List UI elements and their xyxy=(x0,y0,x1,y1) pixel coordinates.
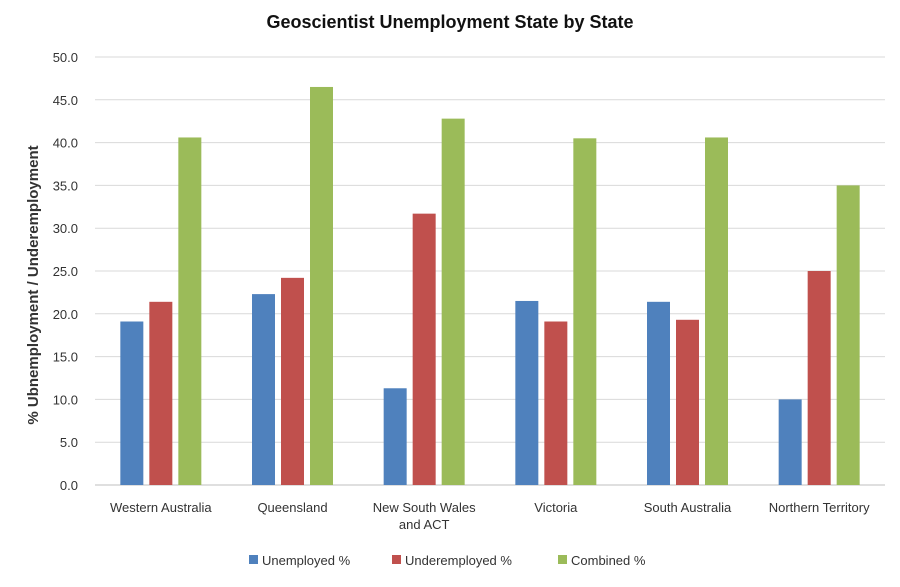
bar-unemployed xyxy=(515,300,539,485)
bar-underemployed xyxy=(807,271,831,485)
bar-combined xyxy=(178,137,202,486)
y-tick-label: 35.0 xyxy=(53,178,78,193)
bar-underemployed xyxy=(544,321,568,485)
y-tick-label: 15.0 xyxy=(53,350,78,365)
bar-combined xyxy=(836,185,860,485)
legend-entry: Combined % xyxy=(571,553,646,568)
x-tick-label: New South Wales xyxy=(373,500,476,515)
legend-swatch xyxy=(392,555,401,564)
y-tick-label: 5.0 xyxy=(60,435,78,450)
bar-combined xyxy=(310,86,333,486)
y-tick-label: 50.0 xyxy=(53,50,78,65)
bars xyxy=(120,86,860,486)
x-tick-label: Western Australia xyxy=(110,500,212,515)
bar-underemployed xyxy=(149,301,173,485)
x-tick-label: Northern Territory xyxy=(769,500,870,515)
y-tick-label: 40.0 xyxy=(53,136,78,151)
y-tick-label: 10.0 xyxy=(53,392,78,407)
bar-unemployed xyxy=(120,321,144,485)
x-tick-label: and ACT xyxy=(399,517,450,532)
legend: Unemployed % Underemployed % Combined % xyxy=(249,553,646,568)
x-tick-label: Queensland xyxy=(257,500,327,515)
bar-unemployed xyxy=(647,301,670,485)
y-tick-label: 20.0 xyxy=(53,307,78,322)
bar-combined xyxy=(573,138,597,485)
x-tick-label: South Australia xyxy=(644,500,732,515)
legend-entry: Unemployed % xyxy=(262,553,351,568)
y-tick-label: 25.0 xyxy=(53,264,78,279)
bar-unemployed xyxy=(383,388,407,485)
bar-unemployed xyxy=(252,294,275,485)
y-axis-ticks: 0.0 5.0 10.0 15.0 20.0 25.0 30.0 35.0 40.0 45.0 50… xyxy=(53,50,78,493)
chart-title: Geoscientist Unemployment State by State xyxy=(266,12,634,32)
bar-underemployed xyxy=(676,319,699,485)
legend-swatch xyxy=(558,555,567,564)
y-tick-label: 45.0 xyxy=(53,93,78,108)
bar-underemployed xyxy=(281,277,304,485)
bar-underemployed xyxy=(412,213,436,485)
bar-combined xyxy=(441,118,465,485)
y-tick-label: 30.0 xyxy=(53,221,78,236)
x-axis-labels: Western Australia Queensland New South Wal… xyxy=(110,500,870,532)
legend-swatch xyxy=(249,555,258,564)
y-tick-label: 0.0 xyxy=(60,478,78,493)
y-axis-label: % Ubnemployment / Underemployment xyxy=(25,145,42,424)
legend-entry: Underemployed % xyxy=(405,553,512,568)
bar-unemployed xyxy=(778,399,802,485)
gridlines xyxy=(95,56,885,486)
bar-combined xyxy=(705,137,728,486)
x-tick-label: Victoria xyxy=(534,500,578,515)
